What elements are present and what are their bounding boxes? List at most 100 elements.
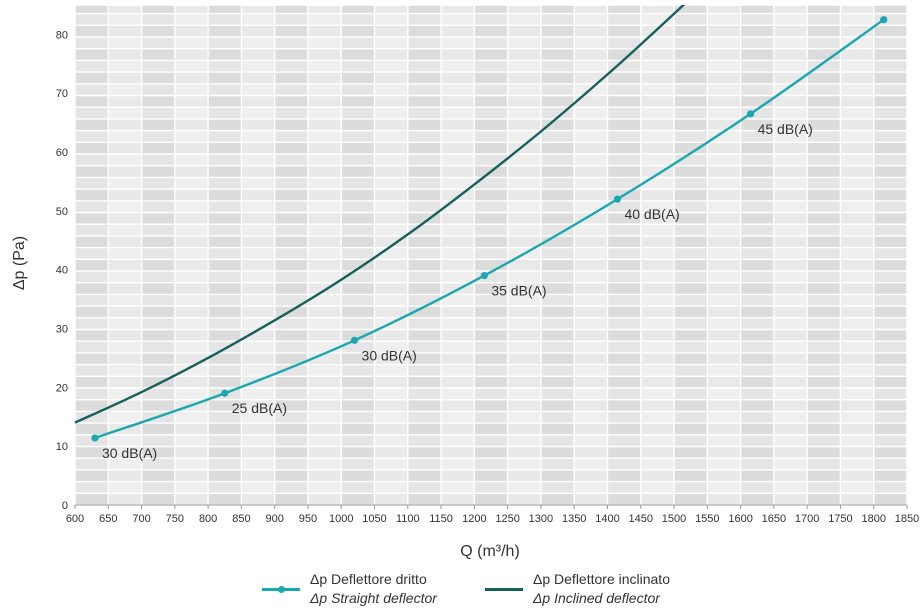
grid-row-band bbox=[75, 37, 907, 49]
data-labels: 30 dB(A) 25 dB(A) 30 dB(A) 35 dB(A) 40 dB(A)… bbox=[102, 121, 813, 461]
grid-column bbox=[341, 5, 375, 505]
series-line-1 bbox=[74, 5, 686, 424]
x-tick-label: 1500 bbox=[662, 513, 686, 525]
grid-row-band bbox=[75, 60, 907, 73]
grid-column bbox=[540, 5, 575, 505]
line-chart: 600 650 700 750 800 850 900 950 1000 1050 1100 1150… bbox=[11, 4, 919, 560]
data-point bbox=[613, 195, 622, 203]
data-point bbox=[221, 389, 229, 397]
grid-row-band bbox=[75, 481, 907, 494]
data-label: 30 dB(A) bbox=[362, 347, 417, 363]
grid-row-band bbox=[75, 247, 907, 260]
y-tick-label: 30 bbox=[56, 324, 68, 336]
x-tick-label: 750 bbox=[166, 513, 184, 525]
grid-column bbox=[773, 5, 808, 505]
grid-column bbox=[307, 5, 342, 505]
x-tick-label: 900 bbox=[266, 513, 284, 525]
grid-column bbox=[807, 5, 841, 505]
x-tick-label: 1150 bbox=[429, 513, 453, 525]
x-tick-label: 1450 bbox=[629, 513, 653, 525]
x-tick-label: 1050 bbox=[362, 513, 386, 525]
grid-row-band bbox=[75, 200, 907, 213]
x-tick-label: 1100 bbox=[396, 513, 420, 525]
legend-label-straight-en: Δp Straight deflector bbox=[310, 590, 437, 606]
grid-column bbox=[75, 5, 109, 505]
x-tick-label: 600 bbox=[66, 513, 84, 525]
grid-row-band bbox=[75, 224, 907, 236]
legend-swatch-inclined bbox=[485, 587, 523, 591]
data-point bbox=[91, 434, 99, 442]
legend-item-inclined: Δp Deflettore inclinato Δp Inclined defl… bbox=[485, 570, 670, 608]
x-tick-label: 800 bbox=[199, 513, 217, 525]
x-axis-title: Q (m³/h) bbox=[460, 543, 520, 560]
y-tick-label: 70 bbox=[56, 88, 68, 100]
grid-row-band bbox=[75, 411, 907, 424]
data-point bbox=[880, 16, 888, 24]
grid-column bbox=[208, 5, 242, 505]
grid-row-band bbox=[75, 154, 907, 166]
x-tick-label: 1200 bbox=[462, 513, 486, 525]
y-tick-label: 60 bbox=[56, 147, 68, 159]
data-label: 25 dB(A) bbox=[232, 400, 287, 416]
grid-row-band bbox=[75, 177, 907, 190]
grid-column bbox=[707, 5, 741, 505]
grid-column bbox=[241, 5, 275, 505]
x-tick-label: 650 bbox=[99, 513, 117, 525]
data-point bbox=[480, 271, 488, 280]
y-tick-label: 50 bbox=[56, 206, 68, 218]
y-axis-title: Δp (Pa) bbox=[11, 236, 28, 290]
data-label: 45 dB(A) bbox=[758, 121, 813, 137]
data-label: 35 dB(A) bbox=[491, 283, 546, 299]
y-tick-label: 80 bbox=[56, 29, 68, 41]
y-tick-label: 10 bbox=[56, 441, 68, 453]
grid-column bbox=[840, 5, 874, 505]
x-tick-label: 1600 bbox=[728, 513, 752, 525]
grid-row-band bbox=[75, 107, 907, 119]
grid-background bbox=[74, 4, 908, 506]
grid-column bbox=[873, 5, 907, 505]
legend-marker-straight bbox=[278, 585, 285, 593]
grid-row-band bbox=[75, 271, 907, 283]
grid-column bbox=[174, 5, 209, 505]
legend-swatch-straight bbox=[262, 585, 300, 593]
x-tick-label: 1850 bbox=[895, 513, 919, 525]
legend-label-inclined: Δp Deflettore inclinato bbox=[533, 571, 670, 587]
grid-row-band bbox=[75, 294, 907, 307]
y-tick-label: 0 bbox=[62, 500, 68, 512]
x-tick-label: 850 bbox=[232, 513, 250, 525]
legend: Δp Deflettore dritto Δp Straight deflect… bbox=[0, 568, 921, 611]
grid-row-band bbox=[75, 341, 907, 353]
grid-column bbox=[274, 5, 308, 505]
grid-row-band bbox=[75, 388, 907, 400]
data-series bbox=[74, 5, 888, 442]
x-tick-label: 1250 bbox=[495, 513, 519, 525]
x-tick-label: 1000 bbox=[329, 513, 353, 525]
grid-row-band bbox=[75, 130, 907, 143]
x-tick-label: 1300 bbox=[529, 513, 553, 525]
grid-row-band bbox=[75, 13, 907, 26]
grid-row-band bbox=[75, 317, 907, 330]
grid-column bbox=[407, 5, 442, 505]
grid-row-band bbox=[75, 364, 907, 377]
grid-row-band bbox=[75, 83, 907, 96]
grid-column bbox=[640, 5, 675, 505]
grid-column bbox=[108, 5, 142, 505]
x-tick-label: 1800 bbox=[861, 513, 885, 525]
x-tick-label: 700 bbox=[132, 513, 150, 525]
x-tick-label: 1750 bbox=[828, 513, 852, 525]
x-tick-label: 1700 bbox=[795, 513, 819, 525]
legend-label-straight: Δp Deflettore dritto bbox=[310, 571, 427, 587]
data-point bbox=[746, 110, 755, 118]
x-tick-label: 1400 bbox=[595, 513, 619, 525]
y-tick-label: 40 bbox=[56, 265, 68, 277]
grid-row-band bbox=[75, 458, 907, 470]
x-tick-label: 1550 bbox=[695, 513, 719, 525]
data-label: 30 dB(A) bbox=[102, 445, 157, 461]
grid-column bbox=[740, 5, 774, 505]
data-label: 40 dB(A) bbox=[624, 206, 679, 222]
data-point bbox=[350, 336, 359, 344]
grid-column bbox=[441, 5, 475, 505]
x-tick-label: 1350 bbox=[562, 513, 586, 525]
legend-item-straight: Δp Deflettore dritto Δp Straight deflect… bbox=[262, 570, 437, 608]
x-tick-label: 950 bbox=[299, 513, 317, 525]
